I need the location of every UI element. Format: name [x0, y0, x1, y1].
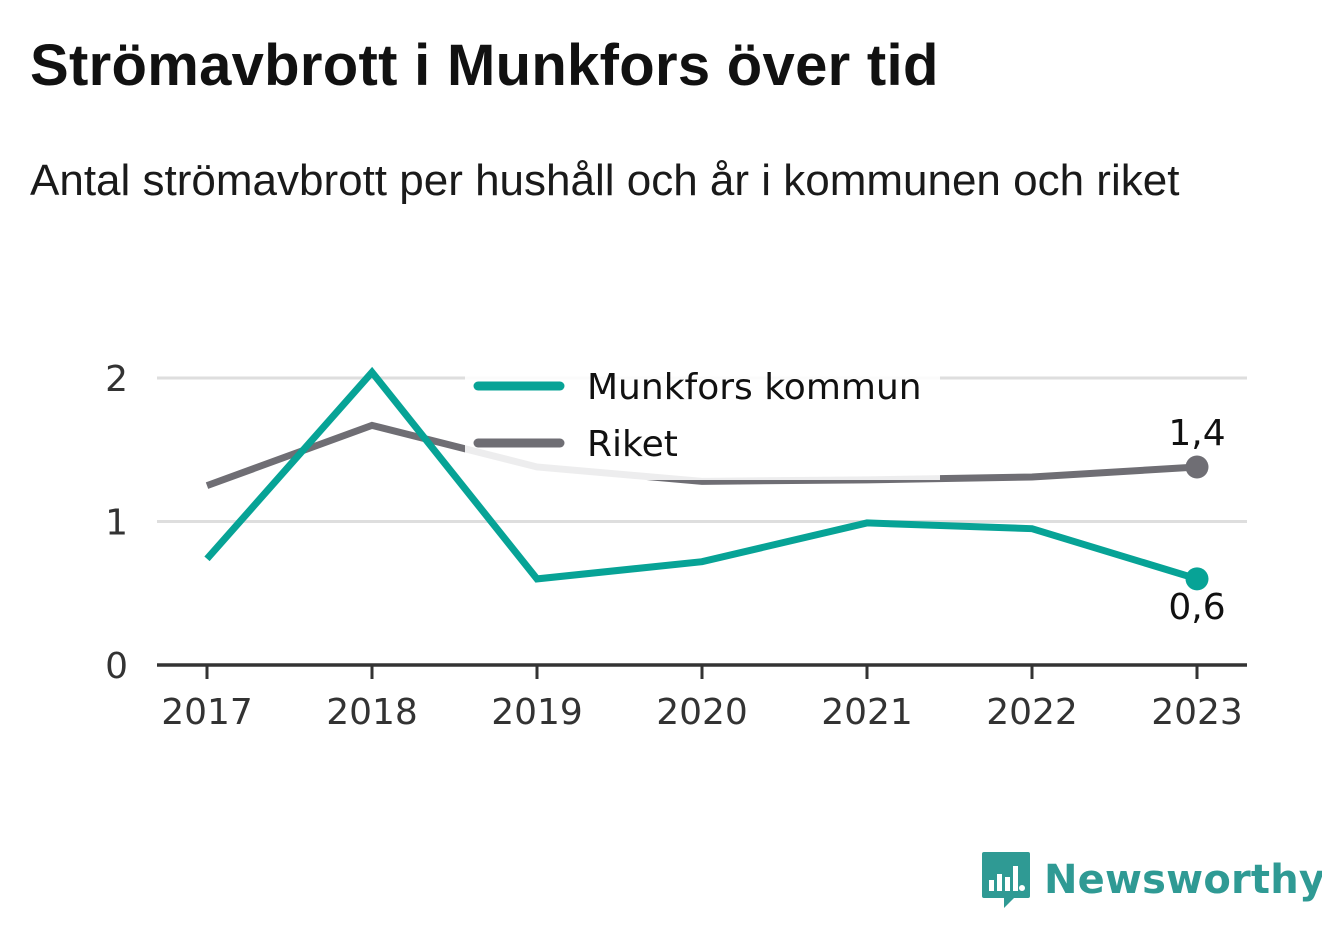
brand-name: Newsworthy: [1044, 857, 1322, 903]
y-tick-label-1: 1: [105, 503, 128, 544]
end-label-riket: 1,4: [1168, 413, 1225, 454]
end-point-riket: [1185, 455, 1209, 479]
legend-label-munkfors: Munkfors kommun: [587, 367, 922, 408]
x-tick-label-2023: 2023: [1151, 692, 1243, 733]
y-tick-label-2: 2: [105, 359, 128, 400]
end-point-munkfors: [1185, 567, 1209, 591]
y-axis-ticks: 0 1 2: [105, 359, 128, 687]
x-tick-label-2021: 2021: [821, 692, 913, 733]
y-tick-label-0: 0: [105, 646, 128, 687]
x-tick-label-2019: 2019: [491, 692, 583, 733]
end-label-munkfors: 0,6: [1168, 587, 1225, 628]
newsworthy-logo-icon: [982, 852, 1030, 908]
legend-label-riket: Riket: [587, 424, 678, 465]
series-lines: [204, 366, 1199, 583]
chart-title: Strömavbrott i Munkfors över tid: [30, 33, 939, 98]
series-line-munkfors: [204, 366, 1199, 583]
x-tick-label-2020: 2020: [656, 692, 748, 733]
x-tick-label-2017: 2017: [161, 692, 253, 733]
legend: Munkfors kommun Riket: [465, 362, 940, 480]
x-tick-label-2022: 2022: [986, 692, 1078, 733]
end-points: [1185, 455, 1209, 591]
x-tick-label-2018: 2018: [326, 692, 418, 733]
chart-subtitle: Antal strömavbrott per hushåll och år i …: [30, 156, 1180, 205]
x-axis: 2017 2018 2019 2020 2021 2022 2023: [157, 663, 1247, 733]
newsworthy-logo: Newsworthy: [980, 850, 1322, 910]
series-line-riket: [205, 421, 1198, 489]
